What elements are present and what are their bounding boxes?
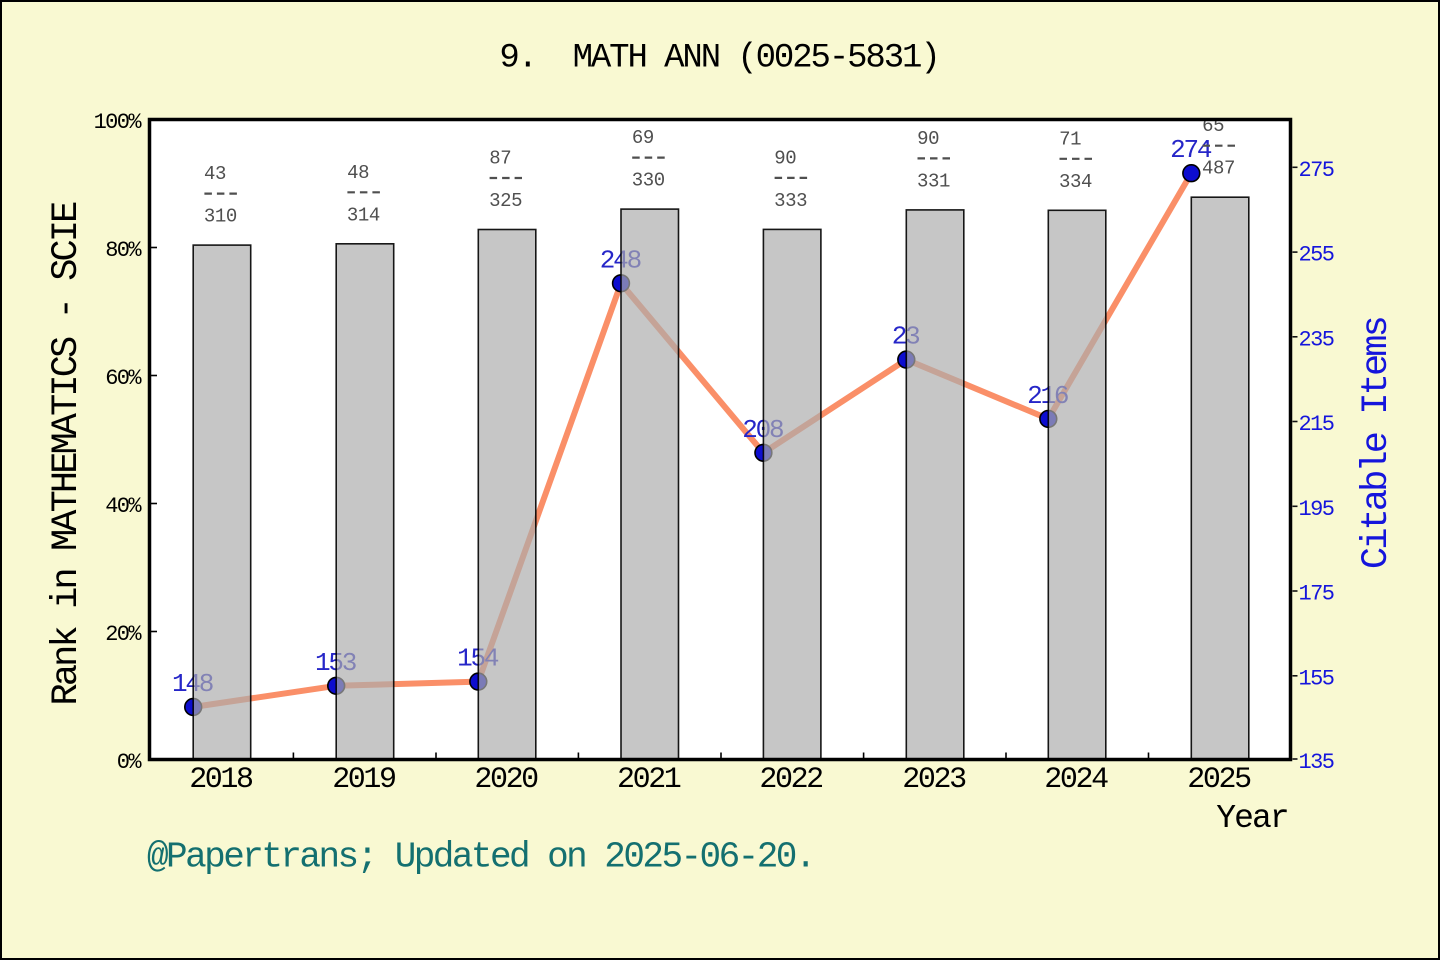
svg-text:2020: 2020 [474, 763, 538, 797]
svg-text:310: 310 [204, 206, 237, 228]
svg-text:135: 135 [1299, 750, 1334, 775]
svg-text:90: 90 [917, 128, 939, 150]
svg-text:87: 87 [489, 148, 511, 170]
svg-text:155: 155 [1299, 666, 1334, 691]
svg-text:2024: 2024 [1044, 763, 1108, 797]
svg-text:255: 255 [1299, 243, 1334, 268]
svg-text:43: 43 [204, 163, 226, 185]
svg-text:195: 195 [1299, 497, 1334, 522]
svg-text:48: 48 [347, 162, 369, 184]
svg-text:0%: 0% [117, 750, 143, 775]
svg-text:215: 215 [1299, 412, 1334, 437]
svg-text:2019: 2019 [332, 763, 395, 797]
svg-text:334: 334 [1059, 171, 1092, 193]
svg-text:274: 274 [1170, 135, 1212, 165]
svg-text:2021: 2021 [617, 763, 681, 797]
svg-text:333: 333 [774, 190, 807, 212]
svg-text:80%: 80% [105, 238, 142, 263]
svg-text:100%: 100% [94, 110, 143, 135]
svg-text:71: 71 [1059, 128, 1081, 150]
svg-text:2018: 2018 [189, 763, 253, 797]
svg-text:20%: 20% [105, 622, 142, 647]
svg-text:331: 331 [917, 170, 950, 192]
svg-text:2023: 2023 [902, 763, 966, 797]
svg-text:40%: 40% [105, 494, 142, 519]
svg-text:60%: 60% [105, 366, 142, 391]
svg-text:@Papertrans; Updated on 2025-0: @Papertrans; Updated on 2025-06-20. [147, 837, 814, 878]
svg-text:314: 314 [347, 204, 380, 226]
svg-text:275: 275 [1299, 158, 1334, 183]
svg-text:69: 69 [632, 127, 654, 149]
svg-text:330: 330 [632, 170, 665, 192]
svg-text:487: 487 [1202, 158, 1235, 180]
svg-text:2022: 2022 [759, 763, 822, 797]
svg-text:90: 90 [774, 147, 796, 169]
svg-text:325: 325 [489, 190, 522, 212]
svg-text:Year: Year [1216, 800, 1288, 837]
svg-text:Rank in MATHEMATICS - SCIE: Rank in MATHEMATICS - SCIE [46, 202, 88, 706]
svg-text:2025: 2025 [1187, 763, 1251, 797]
svg-text:9. MATH ANN (0025-5831): 9. MATH ANN (0025-5831) [499, 40, 938, 78]
svg-text:175: 175 [1299, 582, 1334, 607]
svg-text:Citable Items: Citable Items [1356, 317, 1398, 569]
svg-text:235: 235 [1299, 327, 1334, 352]
